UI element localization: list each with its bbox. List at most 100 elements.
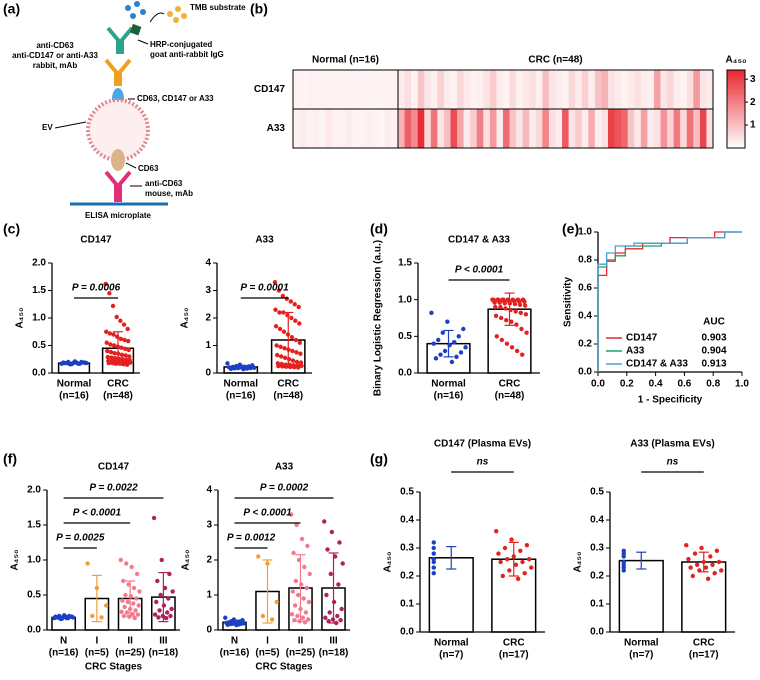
significance-label: P = 0.0012 xyxy=(227,533,276,544)
heat-cell xyxy=(306,109,313,148)
heat-cell xyxy=(345,109,353,148)
ev xyxy=(86,98,150,162)
heat-cell xyxy=(542,109,550,148)
data-point xyxy=(115,334,120,339)
significance-label: ns xyxy=(667,457,679,468)
data-point xyxy=(300,615,306,620)
data-point xyxy=(269,617,275,622)
data-point xyxy=(328,571,333,577)
tmb-dot xyxy=(173,17,179,23)
x-tick-sublabel: (n=16) xyxy=(226,391,256,402)
data-point xyxy=(519,326,524,332)
data-point xyxy=(103,281,108,287)
data-point xyxy=(456,334,461,339)
data-point xyxy=(272,280,278,285)
label: ELISA microplate xyxy=(85,211,151,220)
heat-cell xyxy=(293,109,300,148)
x-tick-sublabel: (n=5) xyxy=(255,648,279,659)
data-point xyxy=(168,613,173,619)
data-point xyxy=(105,354,110,360)
heat-cell xyxy=(470,70,478,109)
heat-cell xyxy=(614,109,622,148)
arrow xyxy=(137,39,149,45)
heat-cell xyxy=(312,109,320,148)
data-point xyxy=(334,620,339,626)
panel-label: (d) xyxy=(370,221,388,237)
data-point xyxy=(306,599,312,605)
legend-auc: 0.903 xyxy=(701,333,726,344)
data-point xyxy=(520,352,525,357)
data-point xyxy=(431,540,436,545)
heat-cell xyxy=(398,109,405,148)
x-tick-label: III xyxy=(159,636,168,647)
data-point xyxy=(497,300,502,305)
data-point xyxy=(433,356,439,361)
heat-cell xyxy=(358,109,366,148)
data-point xyxy=(94,585,100,591)
data-point xyxy=(291,365,297,370)
data-point xyxy=(235,365,241,371)
heat-cell xyxy=(476,109,484,148)
row-label: A33 xyxy=(267,123,286,134)
heat-cell xyxy=(699,109,707,148)
heat-cell xyxy=(352,70,359,109)
x-tick-label: Normal xyxy=(434,638,469,649)
y-tick-label: 0.0 xyxy=(32,368,46,379)
label: CD63 xyxy=(138,164,159,173)
y-tick-label: 0.1 xyxy=(400,599,414,610)
tmb-dot xyxy=(125,5,131,11)
panel-label: (g) xyxy=(370,451,388,467)
data-point xyxy=(306,617,311,622)
data-point xyxy=(223,615,228,620)
y-tick-label: 0 xyxy=(205,368,211,379)
heat-cell xyxy=(476,70,484,109)
heat-cell xyxy=(706,109,714,148)
heat-cell xyxy=(588,70,596,109)
data-point xyxy=(156,615,161,620)
data-point xyxy=(297,619,302,624)
heat-cell xyxy=(522,70,530,109)
y-tick-label: 0.5 xyxy=(400,487,414,498)
data-point xyxy=(509,537,514,542)
heat-cell xyxy=(516,70,523,109)
data-point xyxy=(498,304,503,310)
label: anti-CD63 xyxy=(145,179,183,188)
data-point xyxy=(232,366,237,371)
hrp xyxy=(129,23,142,36)
heat-cell xyxy=(503,109,510,148)
data-point xyxy=(694,562,700,567)
x-tick-sublabel: (n=25) xyxy=(115,648,145,659)
data-point xyxy=(517,302,523,307)
data-point xyxy=(302,564,307,570)
data-point xyxy=(134,571,140,577)
heat-cell xyxy=(601,109,609,148)
data-point xyxy=(714,548,720,553)
label: TMB substrate xyxy=(190,3,246,12)
data-point xyxy=(126,347,131,353)
heat-cell xyxy=(588,109,596,148)
heat-cell xyxy=(437,70,445,109)
data-point xyxy=(290,348,295,354)
heat-cell xyxy=(594,70,602,109)
heat-cell xyxy=(647,70,655,109)
data-point xyxy=(112,351,117,356)
data-point xyxy=(125,599,130,605)
data-point xyxy=(280,364,285,369)
data-point xyxy=(292,302,297,307)
data-point xyxy=(151,515,157,521)
elisa-diagram: TMB substrate HRP-conjugated goat anti-r… xyxy=(12,1,246,220)
chart-title: A33 xyxy=(275,462,294,473)
data-point xyxy=(277,310,282,315)
data-point xyxy=(688,565,693,570)
heat-cell xyxy=(365,109,373,148)
x-axis-label: CRC Stages xyxy=(255,662,313,673)
heat-cell xyxy=(627,70,635,109)
data-point xyxy=(116,351,121,356)
heat-cell xyxy=(384,70,392,109)
data-point xyxy=(167,571,172,577)
data-point xyxy=(120,578,126,584)
data-point xyxy=(127,614,132,619)
x-tick-label: 0.0 xyxy=(591,379,605,390)
heat-cell xyxy=(535,70,543,109)
data-point xyxy=(504,341,510,346)
